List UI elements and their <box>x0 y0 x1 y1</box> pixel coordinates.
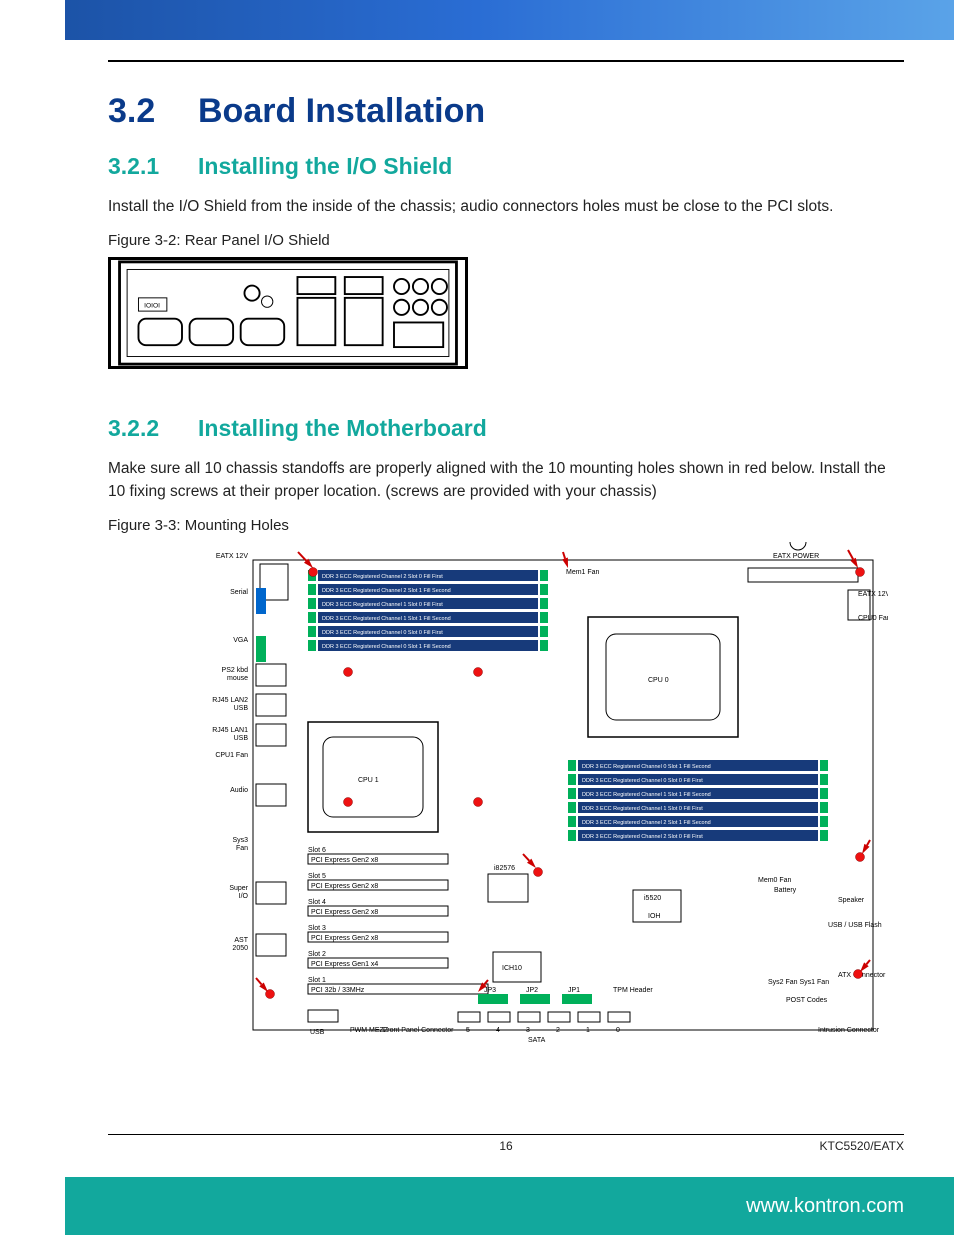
svg-text:Fan: Fan <box>236 845 248 852</box>
svg-text:Mem0 Fan: Mem0 Fan <box>758 877 792 884</box>
svg-text:USB: USB <box>234 705 249 712</box>
svg-text:PCI Express Gen1 x4: PCI Express Gen1 x4 <box>311 961 378 968</box>
svg-text:DDR 3 ECC Registered Channel 1: DDR 3 ECC Registered Channel 1 Slot 0 Fi… <box>582 806 703 812</box>
svg-text:Audio: Audio <box>230 787 248 794</box>
figure-io-shield: IOIOI <box>108 257 468 369</box>
svg-text:EATX 12V: EATX 12V <box>858 591 888 598</box>
svg-text:IOH: IOH <box>648 913 660 920</box>
svg-text:USB: USB <box>234 735 249 742</box>
svg-text:CPU0 Fan: CPU0 Fan <box>858 615 888 622</box>
svg-text:I/O: I/O <box>239 893 249 900</box>
page-number: 16 <box>499 1139 512 1153</box>
svg-text:2050: 2050 <box>232 945 248 952</box>
section-title: Board Installation <box>198 92 485 130</box>
svg-text:DDR 3 ECC Registered Channel 0: DDR 3 ECC Registered Channel 0 Slot 1 Fi… <box>322 644 451 650</box>
svg-text:Slot 5: Slot 5 <box>308 873 326 880</box>
svg-text:JP3: JP3 <box>484 987 496 994</box>
subsection-1-heading: 3.2.1Installing the I/O Shield <box>108 153 904 180</box>
svg-text:Slot 3: Slot 3 <box>308 925 326 932</box>
svg-text:CPU 0: CPU 0 <box>648 677 669 684</box>
svg-text:Speaker: Speaker <box>838 897 865 904</box>
figure-3-3-caption: Figure 3-3: Mounting Holes <box>108 517 904 534</box>
svg-text:3: 3 <box>526 1027 530 1034</box>
subsection-2-number: 3.2.2 <box>108 415 198 442</box>
svg-text:Sys2 Fan Sys1 Fan: Sys2 Fan Sys1 Fan <box>768 979 829 986</box>
figure-3-2-caption: Figure 3-2: Rear Panel I/O Shield <box>108 232 904 249</box>
subsection-1-number: 3.2.1 <box>108 153 198 180</box>
svg-text:Sys3: Sys3 <box>232 837 248 844</box>
svg-text:Slot 4: Slot 4 <box>308 899 326 906</box>
svg-text:Slot 2: Slot 2 <box>308 951 326 958</box>
svg-text:Mem1 Fan: Mem1 Fan <box>566 569 600 576</box>
page-footer: 16 KTC5520/EATX <box>108 1134 904 1153</box>
svg-text:TPM Header: TPM Header <box>613 987 653 994</box>
svg-text:IOIOI: IOIOI <box>144 303 160 310</box>
svg-text:DDR 3 ECC Registered Channel 0: DDR 3 ECC Registered Channel 0 Slot 0 Fi… <box>322 630 443 636</box>
svg-text:Slot 6: Slot 6 <box>308 847 326 854</box>
svg-text:USB / USB Flash: USB / USB Flash <box>828 922 882 929</box>
svg-text:mouse: mouse <box>227 675 248 682</box>
svg-text:JP1: JP1 <box>568 987 580 994</box>
svg-text:Serial: Serial <box>230 589 248 596</box>
svg-text:PS2 kbd: PS2 kbd <box>222 667 249 674</box>
svg-text:AST: AST <box>234 937 248 944</box>
svg-text:RJ45 LAN1: RJ45 LAN1 <box>212 727 248 734</box>
svg-text:DDR 3 ECC Registered Channel 2: DDR 3 ECC Registered Channel 2 Slot 0 Fi… <box>582 834 703 840</box>
svg-text:Intrusion Connector: Intrusion Connector <box>818 1027 880 1034</box>
svg-text:DDR 3 ECC Registered Channel 2: DDR 3 ECC Registered Channel 2 Slot 0 Fi… <box>322 574 443 580</box>
svg-text:Battery: Battery <box>774 887 797 894</box>
svg-text:DDR 3 ECC Registered Channel 1: DDR 3 ECC Registered Channel 1 Slot 1 Fi… <box>322 616 451 622</box>
svg-text:CPU1 Fan: CPU1 Fan <box>215 752 248 759</box>
subsection-1-title: Installing the I/O Shield <box>198 153 452 179</box>
svg-text:DDR 3 ECC Registered Channel 0: DDR 3 ECC Registered Channel 0 Slot 1 Fi… <box>582 764 711 770</box>
svg-text:PCI 32b / 33MHz: PCI 32b / 33MHz <box>311 987 365 994</box>
subsection-2-title: Installing the Motherboard <box>198 415 487 441</box>
svg-text:DDR 3 ECC Registered Channel 0: DDR 3 ECC Registered Channel 0 Slot 0 Fi… <box>582 778 703 784</box>
svg-text:2: 2 <box>556 1027 560 1034</box>
svg-text:PCI Express Gen2 x8: PCI Express Gen2 x8 <box>311 935 378 942</box>
subsection-1-text: Install the I/O Shield from the inside o… <box>108 196 904 218</box>
svg-text:PCI Express Gen2 x8: PCI Express Gen2 x8 <box>311 857 378 864</box>
svg-text:1: 1 <box>586 1027 590 1034</box>
svg-text:PCI Express Gen2 x8: PCI Express Gen2 x8 <box>311 883 378 890</box>
section-heading: 3.2Board Installation <box>108 92 904 131</box>
svg-text:Front Panel Connector: Front Panel Connector <box>383 1027 454 1034</box>
svg-text:EATX POWER: EATX POWER <box>773 553 819 560</box>
top-gradient-banner <box>0 0 954 40</box>
subsection-2-text: Make sure all 10 chassis standoffs are p… <box>108 458 904 503</box>
svg-text:CPU 1: CPU 1 <box>358 777 379 784</box>
svg-text:DDR 3 ECC Registered Channel 2: DDR 3 ECC Registered Channel 2 Slot 1 Fi… <box>322 588 451 594</box>
svg-text:Slot 1: Slot 1 <box>308 977 326 984</box>
svg-text:DDR 3 ECC Registered Channel 1: DDR 3 ECC Registered Channel 1 Slot 0 Fi… <box>322 602 443 608</box>
figure-motherboard: DDR 3 ECC Registered Channel 2 Slot 0 Fi… <box>158 542 888 1052</box>
svg-text:ICH10: ICH10 <box>502 965 522 972</box>
svg-text:DDR 3 ECC Registered Channel 2: DDR 3 ECC Registered Channel 2 Slot 1 Fi… <box>582 820 711 826</box>
svg-text:Super: Super <box>229 885 248 892</box>
svg-text:5: 5 <box>466 1027 470 1034</box>
svg-text:EATX 12V: EATX 12V <box>216 553 248 560</box>
svg-text:USB: USB <box>310 1029 325 1036</box>
bottom-teal-banner: www.kontron.com <box>0 1177 954 1235</box>
svg-text:VGA: VGA <box>233 637 248 644</box>
svg-text:4: 4 <box>496 1027 500 1034</box>
page-content: 3.2Board Installation 3.2.1Installing th… <box>108 60 904 1145</box>
svg-text:JP2: JP2 <box>526 987 538 994</box>
footer-model: KTC5520/EATX <box>820 1139 904 1153</box>
section-number: 3.2 <box>108 92 198 131</box>
svg-text:i82576: i82576 <box>494 865 515 872</box>
subsection-2-heading: 3.2.2Installing the Motherboard <box>108 415 904 442</box>
svg-text:SATA: SATA <box>528 1037 546 1044</box>
svg-text:RJ45 LAN2: RJ45 LAN2 <box>212 697 248 704</box>
svg-text:PCI Express Gen2 x8: PCI Express Gen2 x8 <box>311 909 378 916</box>
svg-text:0: 0 <box>616 1027 620 1034</box>
svg-text:DDR 3 ECC Registered Channel 1: DDR 3 ECC Registered Channel 1 Slot 1 Fi… <box>582 792 711 798</box>
svg-text:POST Codes: POST Codes <box>786 997 828 1004</box>
svg-text:i5520: i5520 <box>644 895 661 902</box>
footer-url: www.kontron.com <box>746 1195 904 1218</box>
